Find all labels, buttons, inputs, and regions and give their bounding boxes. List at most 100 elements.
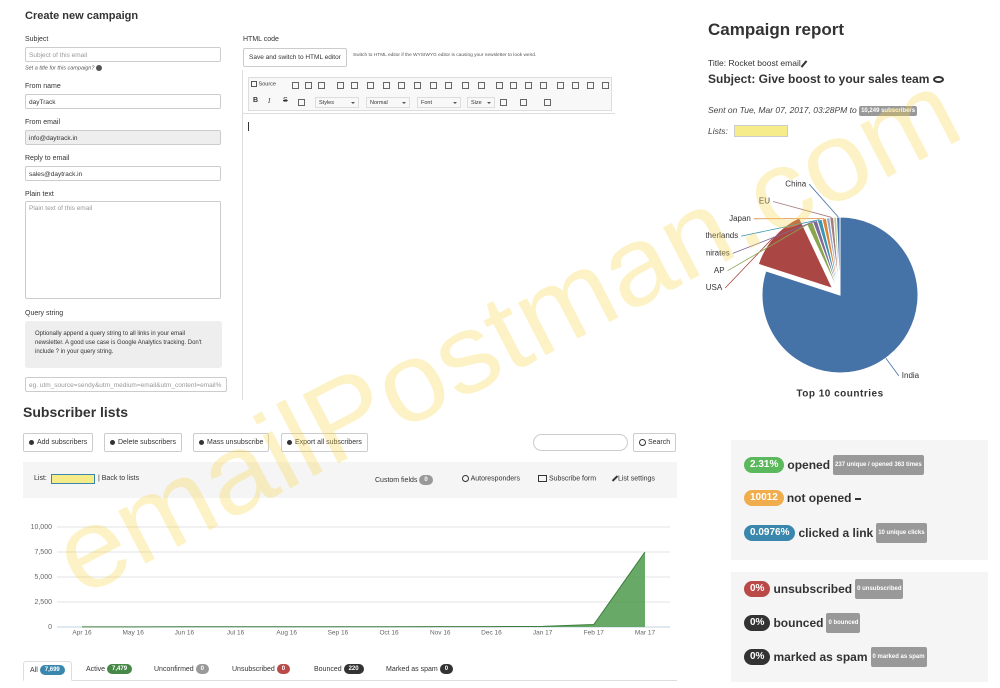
action-button[interactable]: Delete subscribers [104,433,182,452]
stat-detail: 0 bounced [826,613,861,633]
toolbar-icon[interactable] [292,82,299,89]
slice-label: AP [714,266,725,275]
sent-text: Sent on Tue, Mar 07, 2017, 03:28PM to [708,105,857,115]
toolbar-icon[interactable] [587,82,594,89]
search-input[interactable] [533,434,628,451]
stat-label: opened [787,458,831,472]
subject-input[interactable]: Subject of this email [25,47,221,62]
toolbar-icon[interactable] [602,82,609,89]
query-input[interactable]: eg. utm_source=sendy&utm_medium=email&ut… [25,377,227,392]
toolbar-icon[interactable] [478,82,485,89]
label-connector [808,183,839,218]
toolbar-icon[interactable] [544,99,551,106]
dropdown-label: Size [471,100,482,106]
styles-dropdown[interactable]: Styles [315,97,359,108]
toolbar-icon[interactable] [318,82,325,89]
stat-label: bounced [773,616,824,630]
subscribe-form-link[interactable]: Subscribe form [538,475,596,482]
section-title: Subscriber lists [23,404,129,420]
stat-row: 0% marked as spam 0 marked as spam [744,647,927,667]
tab[interactable]: All 7,699 [23,661,72,681]
button-icon [110,439,115,445]
back-link[interactable]: | Back to lists [98,475,140,482]
link-text: List settings [617,475,655,483]
label-connector [885,357,900,377]
chart-title: Top 10 countries [796,389,883,400]
autoresponders-link[interactable]: Autoresponders [462,475,520,482]
toolbar-icon[interactable] [398,82,405,89]
switch-note: Switch to HTML editor if the WYSIWYG edi… [353,53,537,58]
plain-text-area[interactable]: Plain text of this email [25,201,221,299]
toolbar-icon[interactable] [540,82,547,89]
tab-label: Marked as spam [386,666,438,673]
tab-label: Unsubscribed [232,666,275,673]
button-text: Save and switch to HTML editor [249,54,341,61]
toolbar-icon[interactable] [305,82,312,89]
download-icon[interactable] [855,492,862,500]
y-tick-label: 5,000 [34,574,52,581]
toolbar-icon[interactable] [337,82,344,89]
toolbar-icon[interactable] [510,82,517,89]
italic-button[interactable]: I [268,97,271,105]
size-dropdown[interactable]: Size [467,97,495,108]
toolbar-icon[interactable] [298,99,305,106]
toolbar-icon[interactable] [462,82,469,89]
toolbar-icon[interactable] [414,82,421,89]
label-connector [724,236,775,289]
stat-value: 0% [744,615,771,631]
button-icon [29,439,34,445]
toolbar-icon[interactable] [496,82,503,89]
strike-button[interactable]: S [283,97,288,104]
edit-icon[interactable] [800,60,808,68]
action-button[interactable]: Export all subscribers [281,433,368,452]
tab[interactable]: Active 7,479 [80,661,138,681]
source-button[interactable]: Source [251,81,276,87]
toolbar-icon[interactable] [367,82,374,89]
button-text: Delete subscribers [118,439,176,446]
recipients-badge: 10,249 subscribers [859,105,918,116]
label-connector [741,219,820,237]
count-badge: 0 [419,475,433,485]
tabs-border [23,680,677,681]
search-button[interactable]: Search [633,433,677,452]
format-dropdown[interactable]: Normal [366,97,410,108]
campaign-title: Title: Rocket boost email [708,58,808,68]
y-tick-label: 10,000 [31,524,53,531]
toolbar-icon[interactable] [351,82,358,89]
toolbar-icon[interactable] [520,99,527,106]
tab[interactable]: Unconfirmed 0 [148,661,215,681]
field-label: Subject [25,36,49,43]
toolbar-icon[interactable] [572,82,579,89]
cursor [248,122,249,131]
toolbar-icon[interactable] [445,82,452,89]
button-text: Search [647,439,671,446]
font-dropdown[interactable]: Font [417,97,461,108]
tab[interactable]: Marked as spam 0 [380,661,459,681]
stat-value: 0.0976% [744,525,796,541]
tab[interactable]: Bounced 220 [308,661,370,681]
source-icon [251,81,257,87]
form-icon [538,475,547,482]
action-button[interactable]: Add subscribers [23,433,94,452]
field-label: From email [25,119,61,126]
x-tick-label: Sep 16 [328,630,349,637]
toolbar-icon[interactable] [500,99,507,106]
toolbar-icon[interactable] [383,82,390,89]
dropdown-label: Styles [319,100,334,106]
action-button[interactable]: Mass unsubscribe [193,433,270,452]
redacted-list[interactable] [51,474,95,484]
reply-to-input[interactable]: sales@daytrack.in [25,166,221,181]
toolbar-icon[interactable] [557,82,564,89]
list-settings-link[interactable]: List settings [611,475,655,483]
custom-fields-link[interactable]: Custom fields 0 [375,475,433,485]
stat-row: 0% bounced 0 bounced [744,613,861,633]
toolbar-icon[interactable] [525,82,532,89]
from-name-input[interactable]: dayTrack [25,94,221,109]
slice-label: EU [759,197,770,206]
x-tick-label: May 16 [123,630,145,637]
tab[interactable]: Unsubscribed 0 [226,661,296,681]
switch-html-button[interactable]: Save and switch to HTML editor [243,48,347,67]
toolbar-icon[interactable] [430,82,437,89]
bold-button[interactable]: B [253,97,259,104]
help-text: Set a title for this campaign? [25,65,95,72]
